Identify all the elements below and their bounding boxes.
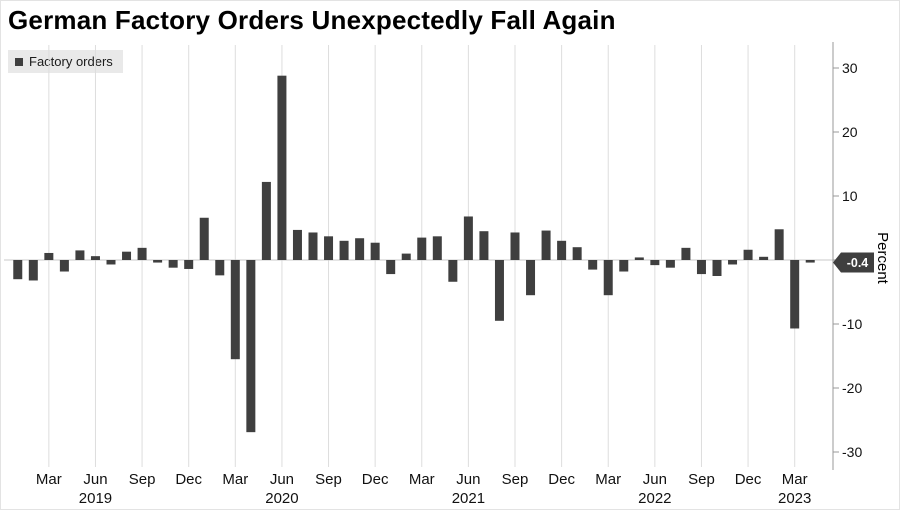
bar — [339, 240, 349, 260]
bar — [526, 260, 536, 296]
bar — [417, 237, 427, 260]
x-tick-label: Mar — [782, 471, 808, 488]
bar — [432, 236, 442, 260]
bar — [277, 75, 287, 261]
x-tick-label: Dec — [175, 471, 202, 488]
x-tick-label: Mar — [409, 471, 435, 488]
x-tick-label: Sep — [502, 471, 529, 488]
bar — [324, 236, 334, 260]
bar — [13, 260, 23, 280]
bar — [168, 260, 178, 268]
bar — [106, 260, 116, 265]
y-tick-label: 10 — [842, 188, 858, 204]
bar — [355, 238, 365, 260]
x-tick-label: Jun — [643, 471, 667, 488]
year-label: 2022 — [638, 490, 671, 507]
bar — [75, 250, 85, 260]
bar — [681, 247, 691, 260]
page-title: German Factory Orders Unexpectedly Fall … — [8, 5, 616, 35]
bar — [790, 260, 800, 329]
x-tick-label: Sep — [315, 471, 342, 488]
bar — [370, 242, 380, 260]
x-tick-label: Jun — [456, 471, 480, 488]
bar — [292, 229, 302, 260]
bar — [805, 260, 815, 263]
bar — [199, 217, 209, 260]
bar — [215, 260, 225, 276]
bar — [137, 247, 147, 260]
x-tick-label: Sep — [688, 471, 715, 488]
y-tick-label: 20 — [842, 124, 858, 140]
bar — [510, 232, 520, 260]
bar — [619, 260, 629, 272]
year-label: 2021 — [452, 490, 485, 507]
year-label: 2023 — [778, 490, 811, 507]
bar — [448, 260, 458, 282]
bar — [665, 260, 675, 268]
bar — [153, 260, 163, 263]
legend-swatch-icon — [15, 57, 23, 66]
bar — [90, 256, 100, 260]
bar — [401, 253, 411, 260]
y-axis-title: Percent — [874, 232, 891, 285]
latest-value-tag: -0.4 — [833, 252, 874, 273]
bar — [308, 232, 318, 260]
bar — [712, 260, 722, 276]
x-axis: Mar Jun Sep Dec Mar Jun Sep Dec Mar Jun Sep Dec Mar J… — [36, 471, 811, 507]
bar — [557, 240, 567, 260]
bar — [774, 229, 784, 260]
bar — [246, 260, 256, 433]
gridlines — [4, 45, 833, 467]
y-axis: 30 20 10 -10 -20 -30 — [832, 42, 862, 470]
bar — [696, 260, 706, 275]
bar — [634, 257, 644, 260]
x-tick-label: Jun — [83, 471, 107, 488]
bars — [13, 75, 815, 433]
bar — [386, 260, 396, 275]
x-tick-label: Mar — [222, 471, 248, 488]
bar — [184, 260, 194, 269]
bar — [572, 247, 582, 260]
year-label: 2019 — [79, 490, 112, 507]
bar — [759, 256, 769, 260]
x-tick-label: Jun — [270, 471, 294, 488]
bar — [728, 260, 738, 265]
x-tick-label: Dec — [362, 471, 389, 488]
bar — [44, 252, 54, 260]
bar — [59, 260, 69, 272]
legend-label: Factory orders — [29, 54, 113, 69]
legend: Factory orders — [8, 50, 123, 73]
x-tick-label: Dec — [735, 471, 762, 488]
bar — [743, 249, 753, 260]
bar — [541, 230, 551, 260]
x-tick-label: Sep — [129, 471, 156, 488]
bar — [588, 260, 598, 270]
bar — [28, 260, 38, 281]
latest-value-label: -0.4 — [847, 256, 869, 270]
x-tick-label: Mar — [36, 471, 62, 488]
bar — [463, 216, 473, 260]
latest-value-flag — [833, 252, 874, 273]
bar — [122, 251, 132, 260]
x-tick-label: Mar — [595, 471, 621, 488]
bar — [603, 260, 613, 296]
y-tick-label: -30 — [842, 444, 862, 460]
y-tick-label: 30 — [842, 60, 858, 76]
bar — [261, 181, 271, 260]
year-label: 2020 — [265, 490, 298, 507]
x-tick-label: Dec — [548, 471, 575, 488]
y-tick-label: -20 — [842, 380, 862, 396]
bar — [479, 231, 489, 260]
bar — [494, 260, 504, 321]
y-tick-label: -10 — [842, 316, 862, 332]
bar — [650, 260, 660, 266]
bar — [230, 260, 240, 360]
